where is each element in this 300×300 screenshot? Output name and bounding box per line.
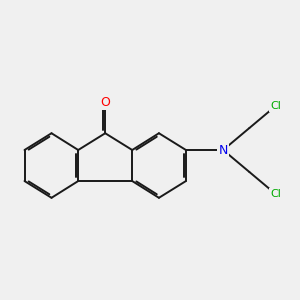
Text: N: N (218, 143, 228, 157)
Text: Cl: Cl (270, 189, 281, 199)
Text: O: O (100, 96, 110, 109)
Text: Cl: Cl (270, 101, 281, 111)
